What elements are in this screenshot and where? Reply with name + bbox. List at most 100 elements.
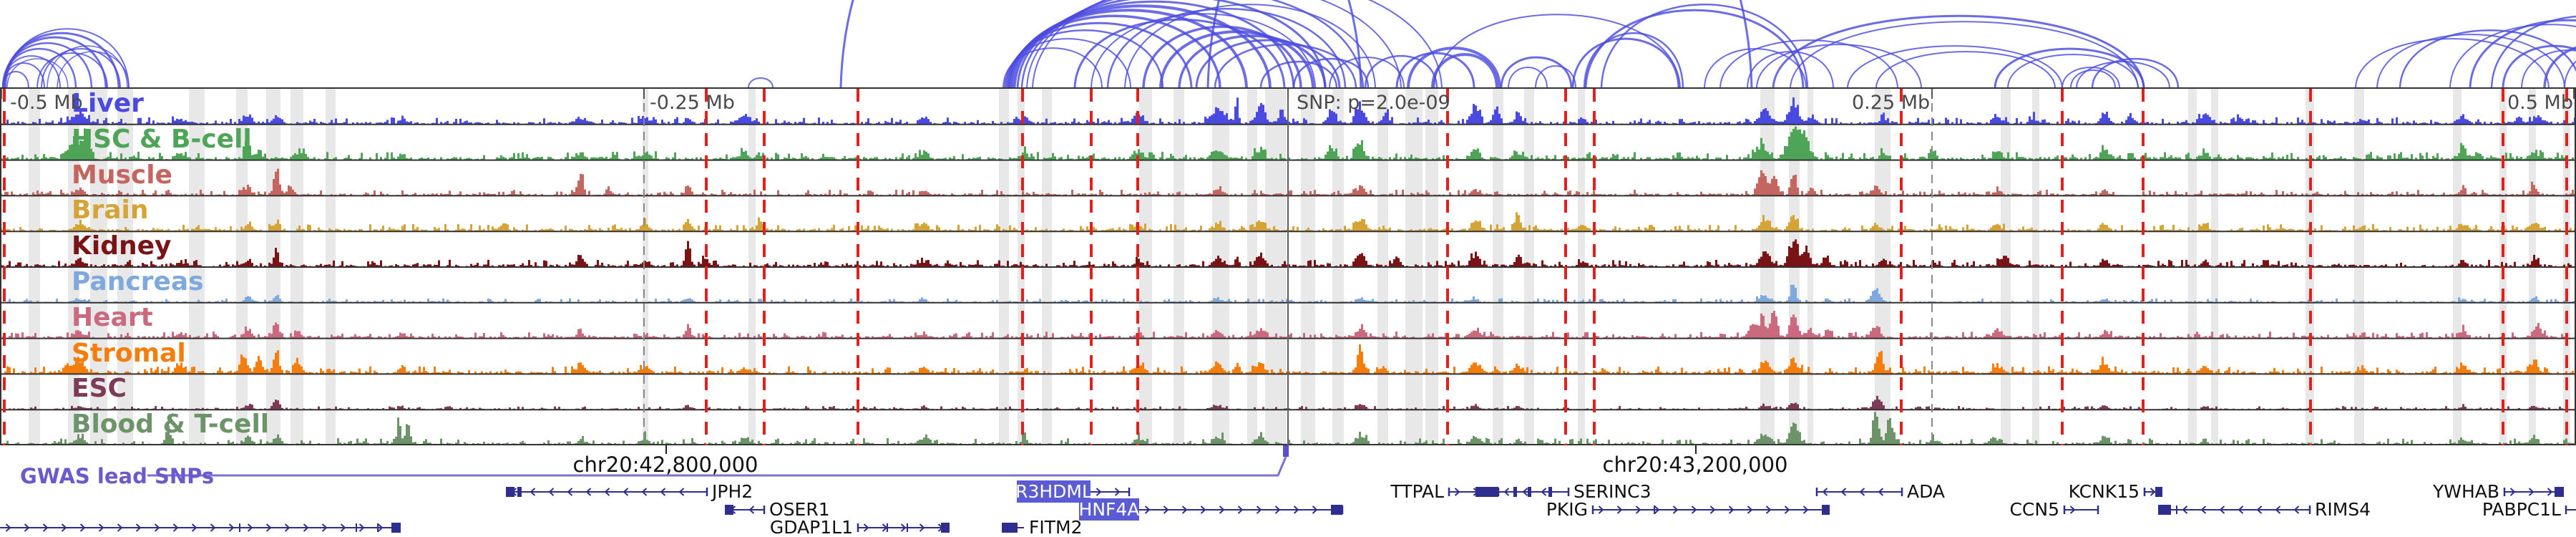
interaction-arc[interactable]	[1847, 45, 2063, 87]
interaction-arc[interactable]	[1032, 0, 1443, 87]
interaction-arc[interactable]	[2062, 67, 2120, 87]
interaction-arc[interactable]	[2543, 44, 2576, 87]
interaction-arc[interactable]	[1142, 25, 1302, 87]
gene-unnamed[interactable]	[0, 523, 401, 533]
interaction-arc[interactable]	[1583, 32, 1684, 87]
track-signal-heart[interactable]	[0, 311, 2576, 339]
gene-label-GDAP1L1[interactable]: GDAP1L1	[770, 517, 853, 537]
interaction-arc[interactable]	[3, 32, 120, 87]
interaction-arc[interactable]	[47, 45, 128, 87]
gene-YWHAB[interactable]: YWHAB	[2432, 481, 2564, 502]
interaction-arc[interactable]	[748, 77, 774, 87]
interaction-arc[interactable]	[36, 52, 108, 87]
interaction-arc[interactable]	[1292, 58, 1370, 87]
interaction-arc[interactable]	[1106, 8, 1347, 87]
gene-RIMS4[interactable]: RIMS4	[2158, 499, 2371, 520]
interaction-arc[interactable]	[1500, 56, 1573, 87]
track-label-liver: Liver	[72, 89, 144, 118]
interaction-arc[interactable]	[1584, 9, 1805, 87]
interaction-arc[interactable]	[1008, 14, 1221, 87]
mb-tick-guide	[643, 89, 645, 445]
track-label-blood-t-cell: Blood & T-cell	[72, 410, 270, 440]
gene-label-KCNK15[interactable]: KCNK15	[2069, 481, 2140, 502]
gene-label-FITM2[interactable]: FITM2	[1029, 517, 1083, 537]
interaction-arc[interactable]	[1020, 0, 1365, 87]
track-label-heart: Heart	[72, 302, 153, 332]
snp-highlight-line	[763, 89, 766, 445]
interaction-arc[interactable]	[57, 51, 130, 87]
gene-KCNK15[interactable]: KCNK15	[2069, 481, 2162, 502]
interaction-arc[interactable]	[1433, 14, 1681, 87]
gene-FITM2[interactable]: FITM2	[1002, 517, 1083, 537]
gene-OSER1[interactable]: OSER1	[725, 499, 830, 520]
interaction-arc[interactable]	[1571, 37, 1680, 87]
interaction-arc[interactable]	[2564, 48, 2576, 87]
interaction-arc[interactable]	[1431, 53, 1498, 87]
gene-TTPAL[interactable]: TTPAL	[1390, 481, 1498, 502]
interaction-arc[interactable]	[41, 48, 121, 87]
gene-label-ADA[interactable]: ADA	[1907, 481, 1945, 502]
interaction-arc[interactable]	[1875, 51, 2056, 87]
interaction-arc[interactable]	[1600, 4, 1809, 87]
interaction-arc[interactable]	[1790, 21, 2139, 87]
gene-label-OSER1[interactable]: OSER1	[769, 499, 830, 520]
interaction-arc[interactable]	[1214, 44, 1357, 87]
interaction-arc[interactable]	[1772, 14, 2145, 87]
gene-PABPC1L[interactable]: PABPC1L	[2482, 499, 2576, 520]
gene-label-CCN5[interactable]: CCN5	[2009, 499, 2059, 520]
snp-highlight-line	[1090, 89, 1093, 445]
gene-label-PABPC1L[interactable]: PABPC1L	[2482, 499, 2561, 520]
axis-tick	[1, 89, 2, 99]
interaction-arc[interactable]	[1329, 57, 1405, 87]
snp-highlight-line	[2061, 89, 2064, 445]
interaction-arc[interactable]	[2007, 54, 2139, 87]
gene-HNF4A[interactable]: HNF4A	[1079, 498, 1344, 521]
gene-label-SERINC3[interactable]: SERINC3	[1574, 481, 1651, 502]
gwas-snp-marker[interactable]	[1283, 445, 1289, 457]
interaction-arc[interactable]	[1259, 60, 1338, 87]
gene-PKIG[interactable]: PKIG	[1546, 499, 1830, 520]
interaction-arc[interactable]	[2076, 61, 2170, 87]
interaction-arc[interactable]	[2502, 44, 2576, 87]
gene-label-PKIG[interactable]: PKIG	[1546, 499, 1588, 520]
interaction-arc[interactable]	[1407, 47, 1501, 87]
track-signal-stromal[interactable]	[0, 344, 2576, 374]
interaction-arc[interactable]	[1395, 52, 1475, 87]
interaction-arc[interactable]	[1994, 47, 2145, 87]
interaction-arc[interactable]	[6, 58, 69, 87]
interaction-arc[interactable]	[2490, 15, 2576, 87]
gene-label-YWHAB[interactable]: YWHAB	[2432, 481, 2499, 502]
coordinate-tick-right	[1695, 445, 1697, 454]
axis-label-left: -0.5 Mb	[10, 92, 83, 114]
gene-label-JPH2[interactable]: JPH2	[711, 481, 753, 502]
interaction-arc[interactable]	[2449, 24, 2576, 87]
gene-ADA[interactable]: ADA	[1815, 481, 1945, 502]
interaction-arc[interactable]	[1124, 4, 1376, 87]
interaction-arc[interactable]	[1026, 0, 1402, 87]
gene-GDAP1L1[interactable]: GDAP1L1	[770, 517, 950, 537]
interaction-arc[interactable]	[1091, 13, 1316, 87]
gene-SERINC3[interactable]: SERINC3	[1497, 481, 1651, 502]
gene-JPH2[interactable]: JPH2	[506, 481, 753, 502]
interaction-arc[interactable]	[1364, 55, 1438, 87]
interaction-arc[interactable]	[2070, 69, 2116, 87]
interaction-arc[interactable]	[2399, 29, 2576, 87]
interaction-arc[interactable]	[1073, 18, 1286, 87]
interaction-arc[interactable]	[2355, 38, 2550, 87]
interaction-arcs-panel[interactable]	[0, 0, 2576, 87]
interaction-arc[interactable]	[1756, 44, 1922, 87]
interaction-arc[interactable]	[1508, 67, 1548, 87]
interaction-arc[interactable]	[1719, 39, 1898, 87]
interaction-arc[interactable]	[1016, 0, 1327, 87]
interaction-arc[interactable]	[2469, 19, 2576, 87]
interaction-arc[interactable]	[1195, 39, 1341, 87]
gene-label-TTPAL[interactable]: TTPAL	[1390, 481, 1444, 502]
gene-label-RIMS4[interactable]: RIMS4	[2315, 499, 2371, 520]
interaction-arc[interactable]	[1, 47, 77, 87]
interaction-arc[interactable]	[2091, 58, 2180, 87]
gene-label-HNF4A[interactable]: HNF4A	[1079, 499, 1140, 520]
interaction-arc[interactable]	[5, 28, 130, 87]
track-signal-muscle[interactable]	[0, 168, 2576, 196]
gene-CCN5[interactable]: CCN5	[2009, 499, 2099, 520]
